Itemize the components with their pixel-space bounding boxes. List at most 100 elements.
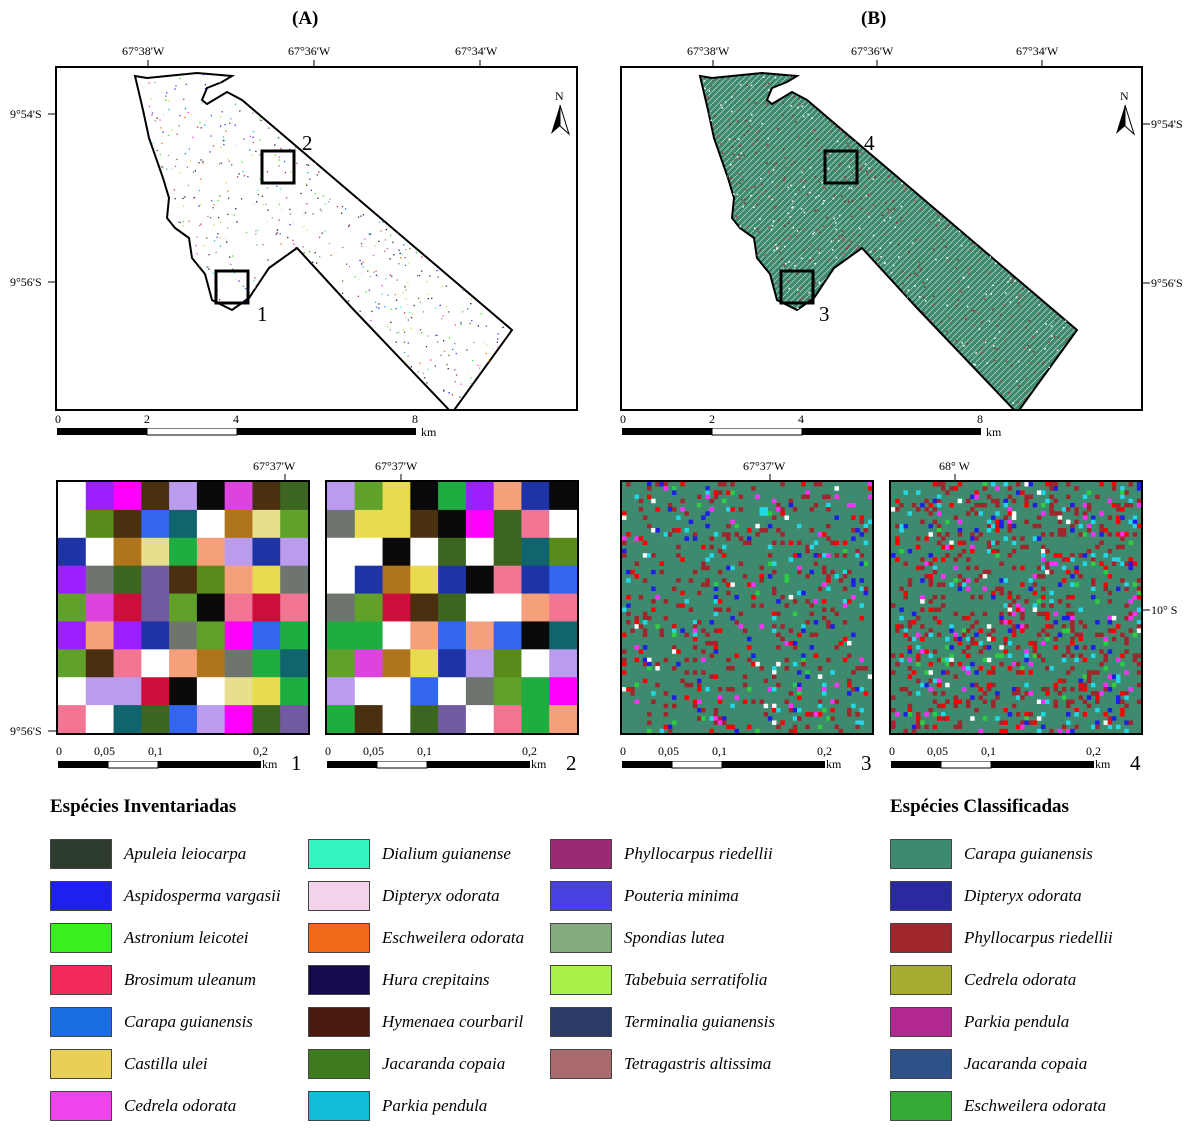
tree-point (142, 179, 143, 180)
tree-point (466, 349, 467, 350)
class-pixel (843, 587, 847, 591)
class-point (871, 168, 873, 170)
class-pixel (1029, 578, 1033, 582)
inset2-grid (327, 482, 577, 733)
tree-point (185, 153, 186, 154)
tree-point (350, 168, 351, 169)
class-point (714, 387, 716, 389)
map-a-scale-bar: 0 2 4 8 km (55, 412, 455, 442)
tree-point (496, 78, 497, 79)
tree-point (431, 298, 432, 299)
tree-point (347, 98, 348, 99)
class-point (866, 387, 868, 389)
class-point (717, 353, 719, 355)
class-point (854, 352, 856, 354)
class-pixel (1012, 599, 1016, 603)
grid-cell (521, 510, 549, 538)
class-point (703, 172, 705, 174)
class-point (1010, 216, 1012, 218)
class-point (854, 370, 856, 372)
tree-point (448, 368, 449, 369)
tree-point (315, 252, 316, 253)
class-point (877, 291, 879, 293)
class-point (942, 129, 944, 131)
class-point (842, 102, 844, 104)
class-pixel (651, 528, 655, 532)
tree-point (281, 366, 282, 367)
tree-point (344, 147, 345, 148)
tree-point (180, 351, 181, 352)
class-pixel (835, 515, 839, 519)
tree-point (220, 246, 221, 247)
class-pixel (730, 687, 734, 691)
tree-point (195, 324, 196, 325)
class-point (1069, 168, 1071, 170)
class-point (1080, 265, 1082, 267)
tree-point (342, 405, 343, 406)
tree-point (456, 353, 457, 354)
class-point (783, 87, 785, 89)
class-point (909, 98, 911, 100)
class-pixel (1016, 712, 1020, 716)
class-pixel (958, 553, 962, 557)
class-point (900, 143, 902, 145)
class-pixel (1066, 720, 1070, 724)
class-point (836, 257, 838, 259)
tree-point (235, 208, 236, 209)
tree-point (234, 273, 235, 274)
class-pixel (647, 712, 651, 716)
class-pixel (701, 566, 705, 570)
tree-point (430, 133, 431, 134)
grid-cell (169, 677, 197, 705)
class-point (959, 217, 961, 219)
class-pixel (899, 687, 903, 691)
class-pixel (726, 582, 730, 586)
tree-point (316, 104, 317, 105)
tree-point (197, 333, 198, 334)
class-pixel (780, 541, 784, 545)
class-pixel (730, 482, 734, 486)
class-pixel (916, 545, 920, 549)
class-point (724, 326, 726, 328)
class-point (1003, 141, 1005, 143)
tree-point (137, 307, 138, 308)
class-pixel (916, 720, 920, 724)
class-pixel (1020, 616, 1024, 620)
tree-point (373, 255, 374, 256)
tree-point (275, 322, 276, 323)
class-pixel (1083, 511, 1087, 515)
tree-point (515, 293, 516, 294)
tree-point (165, 363, 166, 364)
tree-point (479, 368, 480, 369)
class-pixel (999, 654, 1003, 658)
class-pixel (920, 649, 924, 653)
tree-point (321, 210, 322, 211)
tree-point (477, 296, 478, 297)
class-pixel (916, 645, 920, 649)
tree-point (135, 101, 136, 102)
class-pixel (776, 612, 780, 616)
class-pixel (676, 649, 680, 653)
class-point (896, 88, 898, 90)
class-point (752, 143, 754, 145)
class-pixel (1124, 582, 1128, 586)
class-pixel (647, 486, 651, 490)
class-pixel (835, 645, 839, 649)
tree-point (461, 210, 462, 211)
class-pixel (983, 716, 987, 720)
class-pixel (772, 591, 776, 595)
legend-inventoried-label: Astronium leicotei (124, 928, 249, 948)
class-point (884, 337, 886, 339)
class-point (812, 350, 814, 352)
class-pixel (958, 720, 962, 724)
class-point (1079, 138, 1081, 140)
class-pixel (1066, 628, 1070, 632)
tree-point (416, 252, 417, 253)
class-point (786, 87, 788, 89)
tree-point (473, 83, 474, 84)
class-point (704, 239, 706, 241)
class-pixel (1074, 712, 1078, 716)
class-point (1015, 162, 1017, 164)
class-pixel (1083, 658, 1087, 662)
